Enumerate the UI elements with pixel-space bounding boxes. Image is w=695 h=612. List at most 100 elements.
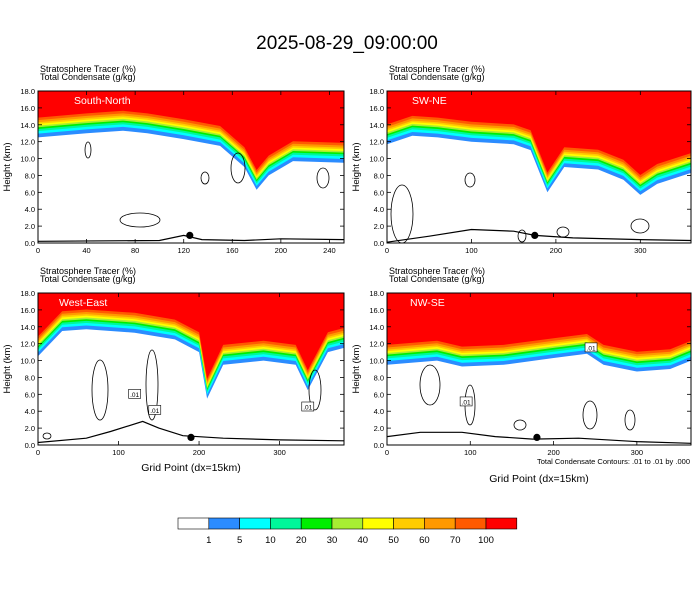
colorbar: 1 5 10 20 30 40 50 60 70 100 bbox=[177, 517, 518, 546]
y-tick-label: 16.0 bbox=[369, 306, 384, 315]
y-tick-label: 16.0 bbox=[20, 104, 35, 113]
terrain-line bbox=[38, 234, 344, 242]
y-tick-label: 18.0 bbox=[369, 87, 384, 96]
colorbar-swatch bbox=[393, 517, 425, 530]
tracer-field bbox=[387, 91, 691, 243]
y-tick-label: 4.0 bbox=[374, 407, 384, 416]
x-tick-label: 120 bbox=[177, 246, 190, 255]
x-tick-label: 300 bbox=[631, 448, 644, 457]
y-tick-label: 14.0 bbox=[369, 323, 384, 332]
x-tick-label: 0 bbox=[385, 448, 389, 457]
station-marker bbox=[186, 231, 194, 239]
colorbar-label: 1 bbox=[206, 535, 211, 546]
condensate-contour bbox=[91, 359, 109, 421]
field-label-tracer: Stratosphere Tracer (%) bbox=[389, 64, 485, 74]
panel-south-north: Stratosphere Tracer (%)Total Condensate … bbox=[2, 64, 345, 255]
colorbar-swatch bbox=[177, 517, 210, 530]
colorbar-swatch bbox=[300, 517, 333, 530]
x-tick-label: 160 bbox=[226, 246, 239, 255]
panel-name: West-East bbox=[59, 297, 107, 309]
condensate-contour bbox=[517, 229, 527, 243]
panel-nw-se: Stratosphere Tracer (%)Total Condensate … bbox=[351, 266, 692, 485]
colorbar-swatch bbox=[454, 517, 487, 530]
y-tick-label: 4.0 bbox=[25, 205, 35, 214]
contour-label-box bbox=[301, 401, 315, 412]
y-tick-label: 6.0 bbox=[25, 188, 35, 197]
panel-frame bbox=[37, 292, 345, 446]
colorbar-label: 70 bbox=[450, 535, 461, 546]
condensate-contour bbox=[582, 400, 598, 430]
terrain-line bbox=[387, 431, 691, 444]
station-marker bbox=[531, 231, 539, 239]
tracer-field bbox=[38, 293, 344, 445]
y-tick-label: 2.0 bbox=[374, 424, 384, 433]
station-marker bbox=[533, 433, 541, 441]
colorbar-swatch bbox=[424, 517, 456, 530]
contour-label: .01 bbox=[462, 399, 471, 406]
y-tick-label: 12.0 bbox=[369, 138, 384, 147]
y-tick-label: 12.0 bbox=[20, 340, 35, 349]
y-tick-label: 2.0 bbox=[25, 222, 35, 231]
condensate-contour bbox=[84, 141, 92, 159]
condensate-contour bbox=[42, 432, 52, 440]
field-label-condensate: Total Condensate (g/kg) bbox=[389, 274, 485, 284]
y-tick-label: 2.0 bbox=[25, 424, 35, 433]
condensate-contour bbox=[316, 167, 330, 189]
x-tick-label: 200 bbox=[550, 246, 563, 255]
colorbar-label: 60 bbox=[419, 535, 430, 546]
y-tick-label: 14.0 bbox=[20, 121, 35, 130]
colorbar-label: 10 bbox=[265, 535, 276, 546]
y-tick-label: 4.0 bbox=[374, 205, 384, 214]
condensate-contour bbox=[230, 152, 246, 184]
panel-name: SW-NE bbox=[412, 95, 447, 107]
panel-name: NW-SE bbox=[410, 297, 445, 309]
y-tick-label: 12.0 bbox=[369, 340, 384, 349]
x-tick-label: 100 bbox=[464, 448, 477, 457]
x-tick-label: 0 bbox=[36, 246, 40, 255]
terrain-line bbox=[387, 228, 691, 243]
y-tick-label: 4.0 bbox=[25, 407, 35, 416]
field-label-condensate: Total Condensate (g/kg) bbox=[40, 274, 136, 284]
y-tick-label: 12.0 bbox=[20, 138, 35, 147]
contour-label-box bbox=[148, 405, 162, 415]
condensate-contour bbox=[119, 212, 161, 228]
y-tick-label: 6.0 bbox=[25, 390, 35, 399]
y-tick-label: 18.0 bbox=[20, 289, 35, 298]
condensate-contour bbox=[464, 172, 476, 188]
condensate-contour bbox=[513, 419, 527, 431]
y-tick-label: 14.0 bbox=[369, 121, 384, 130]
panel-name: South-North bbox=[74, 95, 131, 107]
y-axis-label: Height (km) bbox=[2, 344, 13, 393]
y-tick-label: 18.0 bbox=[20, 87, 35, 96]
field-label-tracer: Stratosphere Tracer (%) bbox=[389, 266, 485, 276]
contour-label: .01 bbox=[587, 345, 596, 352]
y-tick-label: 8.0 bbox=[374, 171, 384, 180]
tracer-band-9 bbox=[38, 91, 344, 170]
contour-note: Total Condensate Contours: .01 to .01 by… bbox=[537, 457, 690, 466]
x-tick-label: 0 bbox=[385, 246, 389, 255]
x-axis-label: Grid Point (dx=15km) bbox=[489, 473, 589, 485]
colorbar-label: 20 bbox=[296, 535, 307, 546]
panel-frame bbox=[386, 90, 692, 244]
colorbar-label: 50 bbox=[388, 535, 399, 546]
y-tick-label: 6.0 bbox=[374, 188, 384, 197]
y-tick-label: 14.0 bbox=[20, 323, 35, 332]
colorbar-label: 30 bbox=[327, 535, 338, 546]
contour-label-box bbox=[584, 342, 598, 353]
colorbar-swatch bbox=[270, 517, 302, 530]
y-tick-label: 6.0 bbox=[374, 390, 384, 399]
y-tick-label: 0.0 bbox=[25, 239, 35, 248]
colorbar-swatch bbox=[331, 517, 364, 530]
panel-sw-ne: Stratosphere Tracer (%)Total Condensate … bbox=[351, 64, 692, 255]
colorbar-swatch bbox=[208, 517, 240, 530]
y-tick-label: 8.0 bbox=[374, 373, 384, 382]
tracer-band-9 bbox=[387, 91, 691, 175]
panel-frame bbox=[386, 292, 692, 446]
terrain-line bbox=[38, 420, 344, 444]
x-tick-label: 300 bbox=[634, 246, 647, 255]
x-axis-label: Grid Point (dx=15km) bbox=[141, 462, 241, 474]
y-axis-label: Height (km) bbox=[351, 344, 362, 393]
y-tick-label: 10.0 bbox=[20, 155, 35, 164]
x-tick-label: 200 bbox=[275, 246, 288, 255]
